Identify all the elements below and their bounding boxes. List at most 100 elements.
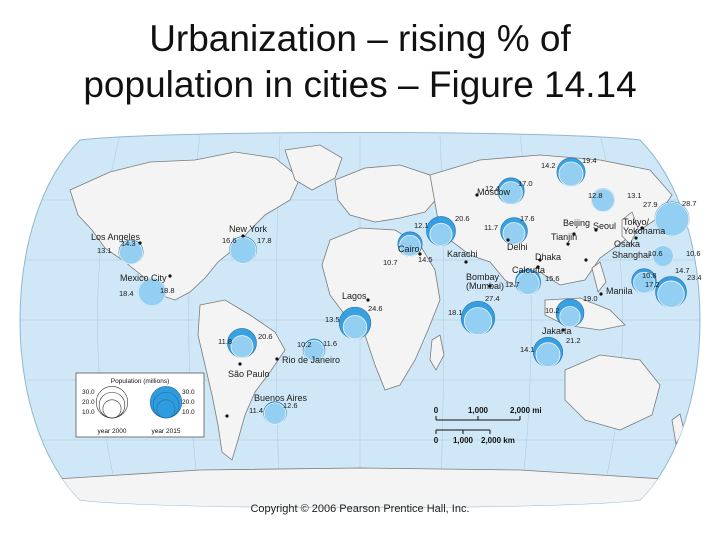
city-dot-mexico-city bbox=[168, 274, 172, 278]
value-2000-seoul: 12.8 bbox=[588, 191, 603, 200]
city-new-york: New York 16.6 17.8 bbox=[222, 224, 272, 264]
bubble-2000-tokyo-yokohama bbox=[654, 201, 690, 237]
city-dot-beijing bbox=[572, 232, 576, 236]
value-2015-los-angeles: 14.3 bbox=[121, 239, 136, 248]
value-2000-osaka: 10.6 bbox=[648, 249, 663, 258]
city-dot-seoul bbox=[594, 228, 598, 232]
city-dot-los-angeles bbox=[138, 241, 142, 245]
city-name-dhaka: Dhaka bbox=[535, 252, 561, 262]
city-name-jakarta: Jakarta bbox=[542, 326, 572, 336]
city-dot-calcutta bbox=[536, 265, 540, 269]
value-2000-buenos-aires: 11.4 bbox=[249, 406, 263, 415]
japan bbox=[621, 211, 639, 245]
city-dot-bombay-mumbai bbox=[488, 284, 492, 288]
value-2015-seoul: 13.1 bbox=[627, 191, 642, 200]
value-2015-s-o-paulo: 20.6 bbox=[258, 332, 273, 341]
city-name-mexico-city: Mexico City bbox=[120, 273, 167, 283]
city-dot-lagos bbox=[366, 298, 370, 302]
city-bombay-mumbai: Bombay(Mumbai) 18.1 27.4 bbox=[448, 272, 504, 336]
bubble-2000-moscow bbox=[499, 181, 523, 205]
legend-circles-2015 bbox=[149, 386, 183, 419]
city-name-bombay-mumbai-0: Bombay bbox=[466, 272, 500, 282]
value-2000-manila: 17.2 bbox=[645, 280, 660, 289]
title-line-1: Urbanization – rising % of bbox=[149, 18, 571, 59]
australia bbox=[564, 354, 661, 431]
city-osaka: Osaka 10.6 10.6 bbox=[614, 236, 701, 267]
city-name-calcutta: Calcutta bbox=[512, 265, 545, 275]
city-dot-dhaka bbox=[538, 258, 542, 262]
city-dot-osaka bbox=[634, 236, 638, 240]
value-2015-tokyo-yokohama: 28.7 bbox=[682, 199, 697, 208]
scale-mi-label-2: 2,000 mi bbox=[510, 406, 542, 415]
city-name-bombay-mumbai-1: (Mumbai) bbox=[466, 281, 504, 291]
city-dot-rio-de-janeiro bbox=[275, 357, 279, 361]
legend-value-right-30: 30.0 bbox=[182, 389, 195, 396]
city-mexico-city: Mexico City 18.4 18.8 bbox=[119, 273, 175, 307]
value-2015-mexico-city: 18.8 bbox=[160, 286, 175, 295]
value-2000-bombay-mumbai: 18.1 bbox=[448, 308, 463, 317]
population-legend: Population (millions) 30.0 20.0 10.0 30.… bbox=[75, 372, 205, 438]
bubble-2000-cairo bbox=[399, 234, 421, 257]
city-jakarta: Jakarta 14.1 21.2 bbox=[520, 326, 581, 368]
city-name-moscow: Moscow bbox=[477, 187, 511, 197]
city-dhaka: Dhaka 10.2 19.0 bbox=[535, 252, 598, 328]
legend-label-2015: year 2015 bbox=[152, 428, 181, 435]
city-name-new-york: New York bbox=[229, 224, 268, 234]
scale-km-label-2: 2,000 km bbox=[481, 436, 515, 445]
value-2000-beijing: 14.2 bbox=[541, 161, 556, 170]
value-2015-manila: 23.4 bbox=[687, 273, 702, 282]
city-dot-tianjin bbox=[566, 242, 570, 246]
value-2000-delhi: 11.7 bbox=[484, 223, 498, 232]
value-2000-dhaka: 10.2 bbox=[545, 306, 560, 315]
city-name-lagos: Lagos bbox=[342, 291, 367, 301]
city-name-osaka: Osaka bbox=[614, 239, 640, 249]
city-name-delhi: Delhi bbox=[507, 242, 528, 252]
city-name-rio-de-janeiro: Rio de Janeiro bbox=[282, 355, 340, 365]
value-2015-calcutta: 15.6 bbox=[545, 274, 560, 283]
value-2000-tokyo-yokohama: 27.9 bbox=[643, 200, 658, 209]
legend-title: Population (millions) bbox=[111, 378, 170, 385]
bubble-2000-dhaka bbox=[559, 306, 581, 328]
copyright-notice: Copyright © 2006 Pearson Prentice Hall, … bbox=[250, 503, 470, 515]
city-name-tokyo-yokohama-1: Yokohama bbox=[623, 226, 665, 236]
title-line-2: population in cities – Figure 14.14 bbox=[83, 64, 637, 105]
value-2000-cairo: 10.7 bbox=[383, 258, 398, 267]
bubble-2000-mexico-city bbox=[137, 278, 167, 307]
value-2015-bombay-mumbai: 27.4 bbox=[485, 294, 500, 303]
scale-mi-label-0: 0 bbox=[434, 406, 439, 415]
value-2000-s-o-paulo: 11.8 bbox=[218, 337, 232, 346]
bubble-2000-osaka bbox=[652, 245, 674, 267]
value-2000-lagos: 13.5 bbox=[325, 315, 340, 324]
city-dot-s-o-paulo bbox=[238, 362, 242, 366]
city-lagos: Lagos 13.5 24.6 bbox=[325, 291, 383, 340]
scale-bar: 0 1,000 2,000 mi 0 1,000 2,000 km bbox=[434, 406, 542, 445]
city-dot-delhi bbox=[506, 238, 510, 242]
legend-value-left-30: 30.0 bbox=[82, 389, 95, 396]
slide-title: Urbanization – rising % of population in… bbox=[0, 16, 720, 108]
city-beijing: Beijing 14.2 19.4 bbox=[541, 156, 597, 236]
bubble-2000-seoul bbox=[591, 188, 615, 212]
greenland bbox=[284, 144, 343, 191]
value-2015-osaka: 10.6 bbox=[686, 249, 701, 258]
europe bbox=[334, 164, 441, 223]
city-dot-tokyo-yokohama bbox=[640, 226, 644, 230]
scale-km-label-1: 1,000 bbox=[453, 436, 474, 445]
cities-layer: Los Angeles 13.1 14.3 New York 16.6 17.8 Mexic… bbox=[91, 156, 702, 425]
city-name-tianjin: Tianjin bbox=[551, 232, 577, 242]
legend-box bbox=[75, 372, 205, 438]
value-2000-karachi: 12.1 bbox=[414, 221, 429, 230]
value-2015-lagos: 24.6 bbox=[368, 304, 383, 313]
city-tianjin: Tianjin bbox=[551, 232, 577, 246]
city-buenos-aires: Buenos Aires 11.4 12.6 bbox=[225, 393, 308, 425]
south-america bbox=[197, 299, 286, 461]
bubble-2000-jakarta bbox=[535, 342, 561, 368]
bubble-2000-karachi bbox=[429, 222, 453, 246]
legend-circle-2000-10 bbox=[102, 399, 122, 419]
city-dot-shanghai bbox=[584, 258, 588, 262]
city-name-cairo: Cairo bbox=[398, 244, 420, 254]
city-name-beijing: Beijing bbox=[563, 218, 590, 228]
value-2015-karachi: 20.6 bbox=[455, 214, 470, 223]
value-2015-dhaka: 19.0 bbox=[583, 294, 598, 303]
city-dot-cairo bbox=[418, 252, 422, 256]
